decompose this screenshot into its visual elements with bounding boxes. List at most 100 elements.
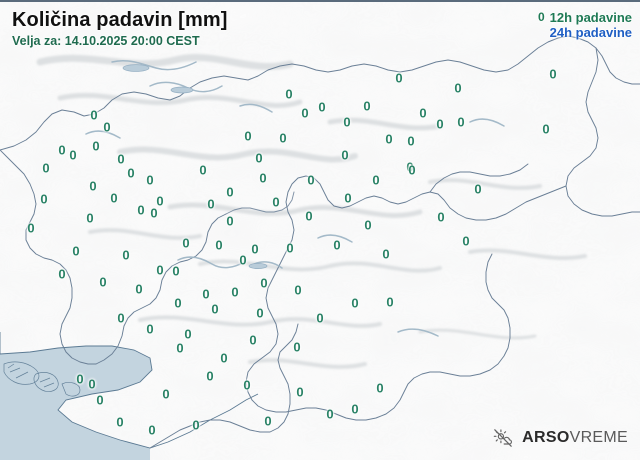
- station-marker[interactable]: 0: [344, 192, 351, 205]
- station-marker[interactable]: 0: [293, 341, 300, 354]
- station-marker[interactable]: 0: [372, 174, 379, 187]
- station-marker[interactable]: 0: [172, 265, 179, 278]
- station-marker[interactable]: 0: [76, 373, 83, 386]
- station-marker[interactable]: 0: [69, 149, 76, 162]
- station-marker[interactable]: 0: [58, 144, 65, 157]
- station-marker[interactable]: 0: [294, 284, 301, 297]
- station-marker[interactable]: 0: [40, 193, 47, 206]
- station-marker[interactable]: 0: [92, 140, 99, 153]
- station-marker[interactable]: 0: [137, 204, 144, 217]
- station-marker[interactable]: 0: [110, 192, 117, 205]
- station-marker[interactable]: 0: [376, 382, 383, 395]
- station-marker[interactable]: 0: [279, 132, 286, 145]
- station-marker[interactable]: 0: [364, 219, 371, 232]
- station-marker[interactable]: 0: [122, 249, 129, 262]
- station-marker[interactable]: 0: [301, 107, 308, 120]
- station-marker[interactable]: 0: [86, 212, 93, 225]
- station-marker[interactable]: 0: [285, 88, 292, 101]
- station-marker[interactable]: 0: [454, 82, 461, 95]
- station-marker[interactable]: 0: [156, 195, 163, 208]
- station-marker[interactable]: 0: [231, 286, 238, 299]
- station-marker[interactable]: 0: [89, 180, 96, 193]
- station-marker[interactable]: 0: [211, 303, 218, 316]
- station-marker[interactable]: 0: [286, 242, 293, 255]
- station-marker[interactable]: 0: [127, 167, 134, 180]
- station-marker[interactable]: 0: [244, 130, 251, 143]
- station-marker[interactable]: 0: [316, 312, 323, 325]
- station-marker[interactable]: 0: [318, 101, 325, 114]
- station-marker[interactable]: 0: [351, 403, 358, 416]
- station-marker[interactable]: 0: [296, 386, 303, 399]
- station-marker[interactable]: 0: [199, 164, 206, 177]
- station-marker[interactable]: 0: [99, 276, 106, 289]
- station-marker[interactable]: 0: [542, 123, 549, 136]
- station-marker[interactable]: 0: [117, 153, 124, 166]
- station-marker[interactable]: 0: [207, 198, 214, 211]
- station-marker[interactable]: 0: [462, 235, 469, 248]
- station-marker[interactable]: 0: [406, 161, 413, 174]
- station-marker[interactable]: 0: [90, 109, 97, 122]
- station-marker[interactable]: 0: [385, 133, 392, 146]
- station-marker[interactable]: 0: [146, 174, 153, 187]
- station-marker[interactable]: 0: [148, 424, 155, 437]
- station-marker[interactable]: 0: [176, 342, 183, 355]
- station-marker[interactable]: 0: [116, 416, 123, 429]
- station-marker[interactable]: 0: [215, 239, 222, 252]
- station-marker[interactable]: 0: [251, 243, 258, 256]
- station-marker[interactable]: 0: [272, 196, 279, 209]
- station-marker[interactable]: 0: [206, 370, 213, 383]
- station-marker[interactable]: 0: [307, 174, 314, 187]
- station-marker[interactable]: 0: [343, 116, 350, 129]
- station-marker[interactable]: 0: [239, 254, 246, 267]
- station-marker[interactable]: 0: [226, 186, 233, 199]
- station-marker[interactable]: 0: [88, 378, 95, 391]
- station-marker[interactable]: 0: [436, 118, 443, 131]
- station-marker[interactable]: 0: [351, 297, 358, 310]
- station-marker[interactable]: 0: [156, 264, 163, 277]
- station-marker[interactable]: 0: [150, 207, 157, 220]
- station-marker[interactable]: 0: [363, 100, 370, 113]
- station-marker[interactable]: 0: [457, 116, 464, 129]
- station-marker[interactable]: 0: [135, 283, 142, 296]
- station-marker[interactable]: 0: [162, 388, 169, 401]
- station-marker[interactable]: 0: [96, 394, 103, 407]
- station-marker[interactable]: 0: [264, 415, 271, 428]
- station-marker[interactable]: 0: [395, 72, 402, 85]
- station-marker[interactable]: 0: [474, 183, 481, 196]
- station-marker[interactable]: 0: [249, 334, 256, 347]
- station-marker[interactable]: 0: [407, 135, 414, 148]
- station-marker[interactable]: 0: [27, 222, 34, 235]
- station-marker[interactable]: 0: [255, 152, 262, 165]
- station-value-12h: 0: [385, 131, 393, 147]
- station-marker[interactable]: 0: [72, 245, 79, 258]
- station-value-12h: 0: [474, 181, 482, 197]
- station-marker[interactable]: 0: [326, 408, 333, 421]
- station-marker[interactable]: 0: [58, 268, 65, 281]
- station-marker[interactable]: 0: [256, 307, 263, 320]
- station-marker[interactable]: 0: [437, 211, 444, 224]
- station-marker[interactable]: 0: [42, 162, 49, 175]
- station-marker[interactable]: 0: [408, 164, 415, 177]
- station-marker[interactable]: 0: [220, 352, 227, 365]
- station-marker[interactable]: 0: [146, 323, 153, 336]
- station-marker[interactable]: 0: [117, 312, 124, 325]
- station-marker[interactable]: 0: [243, 379, 250, 392]
- station-marker[interactable]: 0: [549, 68, 556, 81]
- station-marker[interactable]: 0: [333, 239, 340, 252]
- station-marker[interactable]: 0: [341, 149, 348, 162]
- station-marker[interactable]: 0: [182, 237, 189, 250]
- station-marker[interactable]: 0: [226, 215, 233, 228]
- station-value-12h: 0: [86, 210, 94, 226]
- station-marker[interactable]: 0: [260, 277, 267, 290]
- station-marker[interactable]: 0: [184, 328, 191, 341]
- station-marker[interactable]: 0: [259, 172, 266, 185]
- station-marker[interactable]: 0: [419, 107, 426, 120]
- station-marker[interactable]: 0: [174, 297, 181, 310]
- station-marker[interactable]: 0: [305, 210, 312, 223]
- station-marker[interactable]: 0: [386, 296, 393, 309]
- station-marker[interactable]: 0: [192, 419, 199, 432]
- station-marker[interactable]: 0: [202, 288, 209, 301]
- station-marker[interactable]: 0: [103, 121, 110, 134]
- station-marker[interactable]: 0: [382, 248, 389, 261]
